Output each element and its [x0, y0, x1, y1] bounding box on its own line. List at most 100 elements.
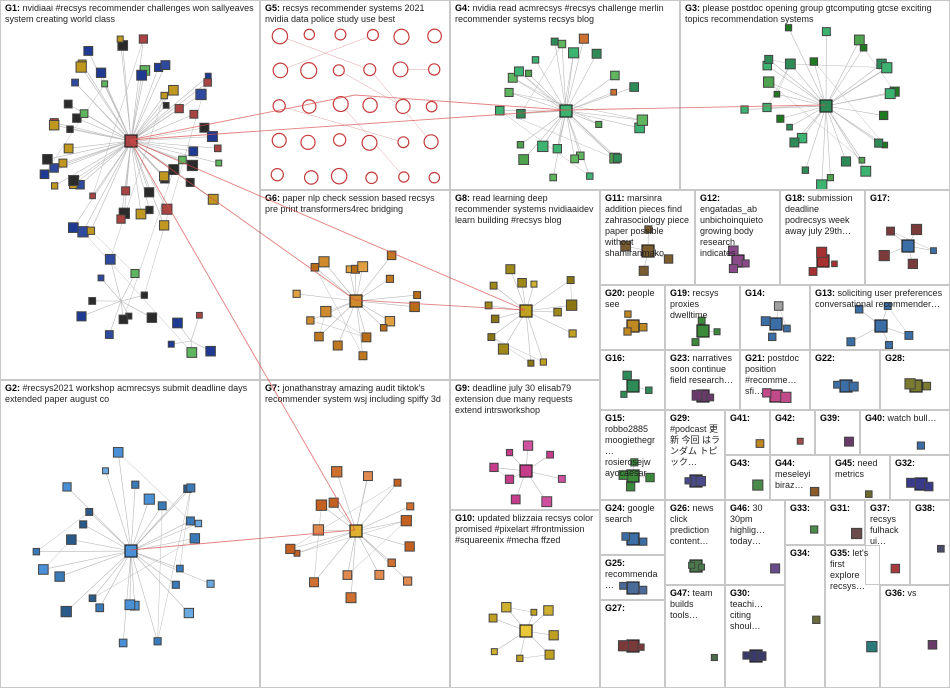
node [190, 534, 199, 543]
node [163, 102, 169, 108]
group-cell-G16: G16: [600, 350, 665, 410]
group-network [866, 191, 950, 285]
hub-node [560, 105, 572, 117]
group-network [741, 286, 810, 350]
node [72, 79, 79, 86]
node [502, 603, 511, 612]
node [540, 359, 546, 365]
node [506, 449, 512, 455]
node [404, 577, 412, 585]
node [321, 306, 331, 316]
node [621, 391, 627, 397]
group-network [771, 411, 815, 455]
node [931, 248, 937, 254]
node [517, 109, 526, 118]
hub-node [125, 135, 137, 147]
node [923, 382, 931, 390]
node [333, 341, 342, 350]
node [186, 178, 194, 186]
node [177, 565, 184, 572]
node [587, 173, 593, 179]
node [293, 290, 300, 297]
node [822, 28, 830, 36]
node [938, 545, 945, 552]
node [567, 277, 574, 284]
node [810, 58, 817, 65]
node [884, 303, 891, 310]
group-network [726, 501, 785, 585]
node [358, 262, 368, 272]
node [189, 147, 198, 156]
node-circle [303, 100, 316, 113]
node [613, 154, 621, 162]
node [190, 110, 198, 118]
node [692, 339, 699, 346]
group-cell-G22: G22: [810, 350, 880, 410]
node [845, 437, 854, 446]
node [729, 264, 737, 272]
node-circle [333, 97, 348, 112]
node [887, 227, 895, 235]
node [517, 655, 523, 661]
node [711, 654, 717, 660]
node [707, 394, 714, 401]
node [640, 538, 647, 545]
group-cell-G29: G29: #podcast 更新 今回 はランダム トピック… [665, 410, 725, 500]
node-circle [429, 64, 440, 75]
node [545, 650, 554, 659]
node [790, 138, 799, 147]
node [621, 241, 631, 251]
node [206, 346, 216, 356]
group-network [861, 411, 950, 455]
node [207, 132, 217, 142]
group-network [261, 1, 450, 190]
node [885, 89, 895, 99]
node [774, 91, 780, 97]
node [98, 275, 104, 281]
group-network [261, 381, 450, 688]
node [119, 315, 128, 324]
hub-node [520, 465, 532, 477]
node [569, 48, 579, 58]
node [554, 308, 562, 316]
group-network [601, 501, 665, 555]
node [518, 278, 527, 287]
node [144, 494, 154, 504]
node [64, 100, 72, 108]
node [319, 257, 329, 267]
group-cell-G19: G19: recsys proxies dwelltime [665, 285, 740, 350]
node [485, 302, 492, 309]
node [891, 564, 899, 572]
group-cell-G10: G10: updated blizzaia recsys color promi… [450, 510, 600, 688]
node [505, 475, 513, 483]
node [517, 142, 523, 148]
group-cell-G45: G45: need metrics [830, 455, 890, 500]
node [627, 483, 635, 491]
group-network [666, 351, 740, 410]
node [105, 331, 113, 339]
group-network [726, 411, 770, 455]
node [161, 61, 170, 70]
hub-node [875, 320, 887, 332]
node-circle [273, 63, 287, 77]
node [506, 265, 515, 274]
node [882, 63, 892, 73]
node [624, 328, 631, 335]
node [307, 317, 314, 324]
node [315, 332, 324, 341]
node [208, 194, 218, 204]
node-circle [366, 172, 377, 183]
node [495, 106, 504, 115]
node [797, 438, 803, 444]
group-cell-G46: G46: 30 30pm highlig… today… [725, 500, 785, 585]
node [137, 70, 147, 80]
node [852, 528, 862, 538]
node [172, 581, 179, 588]
node [905, 331, 913, 339]
group-cell-G8: G8: read learning deep recommender syste… [450, 190, 600, 380]
group-cell-G2: G2: #recsys2021 workshop acmrecsys submi… [0, 380, 260, 688]
node-circle [426, 101, 437, 112]
node [59, 159, 67, 167]
node [550, 174, 557, 181]
group-cell-G28: G28: [880, 350, 950, 410]
